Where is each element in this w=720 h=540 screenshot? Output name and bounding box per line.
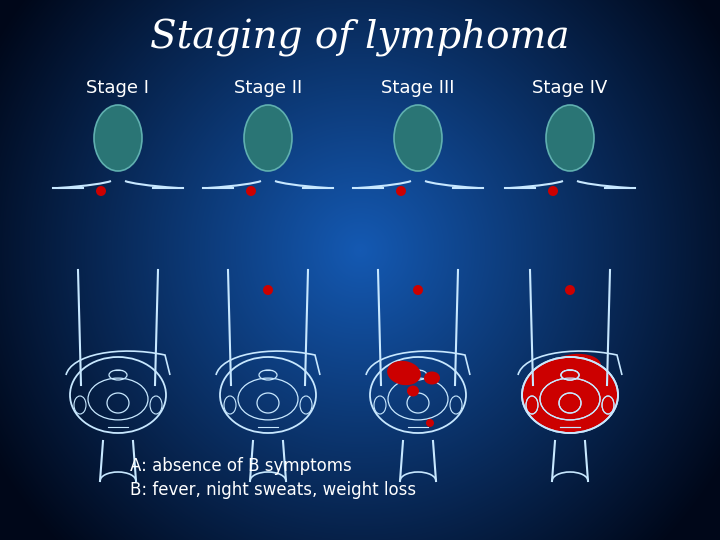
Ellipse shape	[407, 386, 419, 396]
Ellipse shape	[546, 105, 594, 171]
Ellipse shape	[413, 285, 423, 295]
Ellipse shape	[387, 361, 421, 385]
Text: Stage III: Stage III	[382, 79, 455, 97]
Text: Staging of lymphoma: Staging of lymphoma	[150, 19, 570, 57]
Ellipse shape	[548, 186, 558, 196]
Ellipse shape	[394, 105, 442, 171]
Text: B: fever, night sweats, weight loss: B: fever, night sweats, weight loss	[130, 481, 416, 499]
Ellipse shape	[532, 365, 552, 389]
Text: A: absence of B symptoms: A: absence of B symptoms	[130, 457, 352, 475]
Text: Stage II: Stage II	[234, 79, 302, 97]
Ellipse shape	[246, 186, 256, 196]
Ellipse shape	[561, 370, 579, 380]
Ellipse shape	[424, 372, 440, 384]
Ellipse shape	[565, 285, 575, 295]
Ellipse shape	[244, 105, 292, 171]
Ellipse shape	[94, 105, 142, 171]
Ellipse shape	[549, 354, 601, 380]
Ellipse shape	[396, 186, 406, 196]
Ellipse shape	[96, 186, 106, 196]
Ellipse shape	[426, 419, 434, 427]
Text: Stage IV: Stage IV	[532, 79, 608, 97]
Ellipse shape	[263, 285, 273, 295]
Ellipse shape	[522, 357, 618, 433]
Text: Stage I: Stage I	[86, 79, 150, 97]
